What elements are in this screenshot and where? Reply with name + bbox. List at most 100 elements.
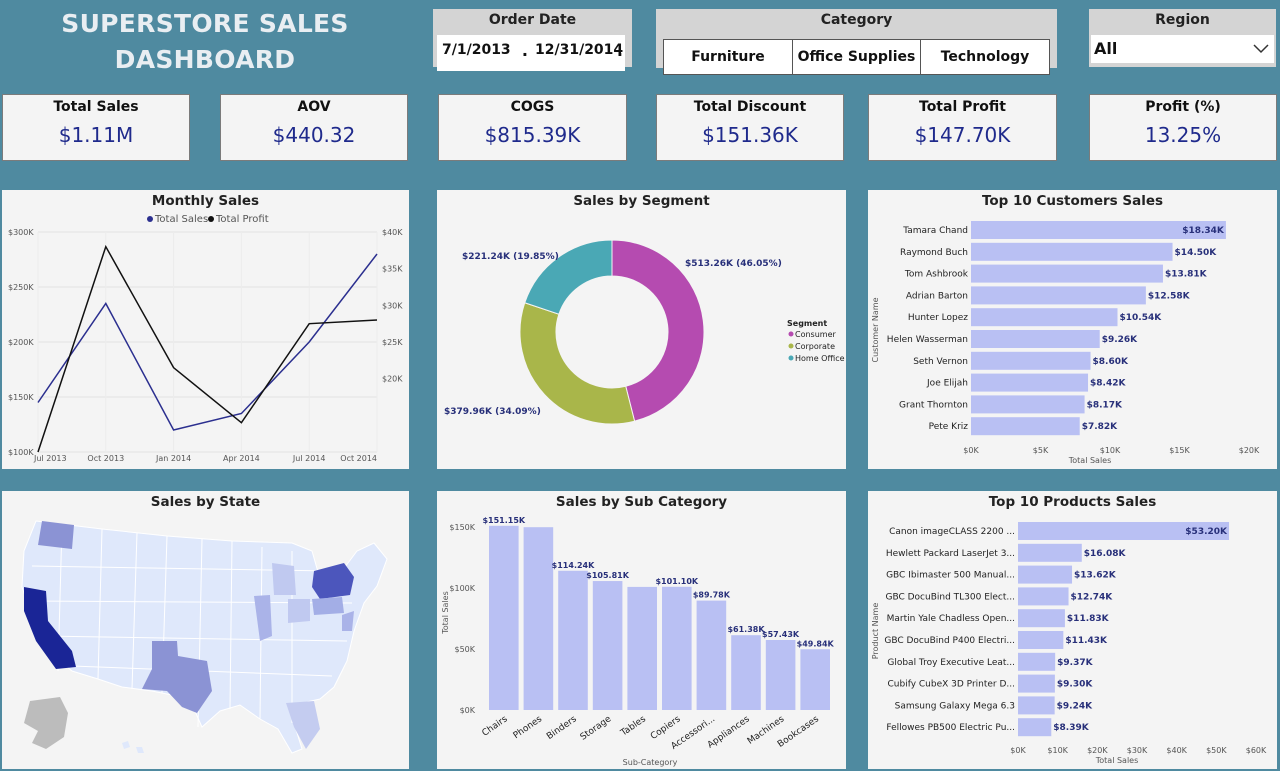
- date-picker-icon[interactable]: .: [521, 41, 528, 60]
- category-label: Adrian Barton: [906, 291, 968, 301]
- donut-slice-corporate: [519, 302, 636, 425]
- slice-label-home-office: $221.24K (19.85%): [462, 252, 559, 262]
- category-technology-button[interactable]: Technology: [920, 39, 1050, 75]
- y-axis-title: Customer Name: [871, 297, 880, 362]
- bar: [971, 330, 1100, 348]
- data-label: $18.34K: [1182, 226, 1225, 236]
- bar: [971, 373, 1089, 392]
- kpi-label: Total Discount: [693, 99, 807, 115]
- kpi-value: $151.36K: [702, 123, 798, 147]
- kpi-label: Profit (%): [1145, 99, 1221, 115]
- top-products-chart: Canon imageCLASS 2200 ... $53.20K Hewlett …: [871, 522, 1267, 765]
- bar: [731, 635, 761, 710]
- order-date-slicer: Order Date 7/1/2013 . 12/31/2014 .: [433, 9, 632, 71]
- bar: [1018, 565, 1073, 584]
- x-axis-tick: Apr 2014: [223, 454, 260, 463]
- panel-title: Monthly Sales: [151, 193, 260, 209]
- start-date-input[interactable]: 7/1/2013 .: [437, 35, 530, 71]
- legend-marker: [788, 331, 794, 337]
- data-label: $114.24K: [552, 561, 595, 570]
- bar: [1018, 543, 1082, 562]
- bar: [1018, 522, 1230, 540]
- x-axis-tick: $10K: [1047, 746, 1068, 755]
- legend-label-total-profit: Total Profit: [215, 214, 269, 225]
- pennsylvania-state: [312, 597, 344, 615]
- panel-title: Top 10 Customers Sales: [981, 193, 1164, 209]
- total-sales-line: [37, 253, 378, 431]
- total-profit-line: [37, 244, 378, 453]
- category-label: Canon imageCLASS 2200 ...: [889, 527, 1015, 537]
- legend-marker: [788, 343, 794, 349]
- bar: [523, 527, 554, 710]
- category-label: Raymond Buch: [900, 248, 968, 258]
- start-date-value: 7/1/2013: [442, 42, 511, 58]
- bar: [662, 586, 692, 710]
- category-label: Martin Yale Chadless Open...: [887, 614, 1015, 624]
- legend-label: Consumer: [795, 330, 837, 339]
- x-axis-tick: Oct 2014: [340, 454, 377, 463]
- x-axis-tick: $20K: [1239, 446, 1260, 455]
- x-axis-tick: Jul 2014: [292, 454, 326, 463]
- bar: [800, 649, 830, 710]
- category-label: GBC DocuBind P400 Electri...: [884, 636, 1015, 646]
- new-york-state: [312, 563, 354, 599]
- bar: [1018, 652, 1056, 671]
- bar: [971, 351, 1091, 370]
- category-office-supplies-button[interactable]: Office Supplies: [792, 39, 921, 75]
- y-axis-title: Total Sales: [441, 591, 450, 635]
- legend-label: Corporate: [795, 342, 835, 351]
- chevron-down-icon[interactable]: [1253, 44, 1269, 54]
- bar: [971, 417, 1080, 436]
- data-label: $9.24K: [1057, 701, 1093, 711]
- hawaii-state: [122, 741, 144, 753]
- washington-state: [38, 521, 74, 549]
- washington-dc-area: [342, 611, 354, 631]
- data-label: $9.37K: [1057, 658, 1093, 668]
- data-label: $14.50K: [1175, 248, 1218, 258]
- kpi-total-profit: Total Profit $147.70K: [868, 94, 1057, 161]
- x-axis-tick: $20K: [1087, 746, 1108, 755]
- end-date-value: 12/31/2014: [535, 42, 624, 58]
- data-label: $9.26K: [1102, 335, 1138, 345]
- top-customers-chart: Tamara Chand $18.34K Raymond Buch $14.50K To…: [871, 221, 1260, 465]
- x-axis-tick: $50K: [1206, 746, 1227, 755]
- category-label: Joe Elijah: [926, 379, 968, 389]
- left-axis-tick: $300K: [8, 228, 34, 237]
- category-label: Fellowes PB500 Electric Pu...: [886, 723, 1015, 733]
- x-axis-tick: Jul 2013: [33, 454, 67, 463]
- legend-marker-total-sales: [147, 216, 153, 222]
- category-label: Tamara Chand: [902, 226, 968, 236]
- illinois-state: [254, 595, 272, 641]
- data-label: $61.38K: [727, 625, 765, 634]
- x-axis-tick: $5K: [1033, 446, 1049, 455]
- order-date-title: Order Date: [488, 12, 577, 28]
- data-label: $12.74K: [1071, 592, 1114, 602]
- x-axis-title: Total Sales: [1095, 756, 1139, 765]
- donut-slice-home-office: [524, 239, 613, 315]
- data-label: $8.42K: [1090, 379, 1126, 389]
- category-slicer: Category Furniture Office Supplies Techn…: [656, 9, 1057, 75]
- data-label: $12.58K: [1148, 291, 1191, 301]
- sales-by-subcategory-panel: Sales by Sub Category $0K $50K $100K $150K $…: [437, 491, 846, 769]
- california-state: [24, 587, 76, 669]
- x-axis-title: Total Sales: [1068, 456, 1112, 465]
- bar: [971, 286, 1146, 305]
- bar: [971, 308, 1118, 327]
- kpi-label: Total Sales: [53, 99, 139, 115]
- region-slicer: Region All: [1089, 9, 1276, 67]
- category-label: Phones: [512, 714, 545, 741]
- left-axis-tick: $200K: [8, 338, 34, 347]
- category-furniture-button[interactable]: Furniture: [663, 39, 793, 75]
- right-axis-tick: $25K: [382, 338, 403, 347]
- kpi-aov: AOV $440.32: [220, 94, 408, 161]
- sales-by-segment-chart: $513.26K (46.05%) $379.96K (34.09%) $221.2…: [444, 239, 845, 425]
- end-date-input[interactable]: 12/31/2014 .: [530, 35, 625, 71]
- slice-label-consumer: $513.26K (46.05%): [685, 259, 782, 269]
- legend-title: Segment: [787, 319, 827, 328]
- date-picker-icon[interactable]: .: [616, 41, 623, 60]
- data-label: $53.20K: [1185, 527, 1228, 537]
- bar: [1018, 587, 1069, 606]
- data-label: $13.81K: [1165, 270, 1208, 280]
- region-dropdown[interactable]: All: [1091, 35, 1274, 63]
- data-label: $89.78K: [693, 591, 731, 600]
